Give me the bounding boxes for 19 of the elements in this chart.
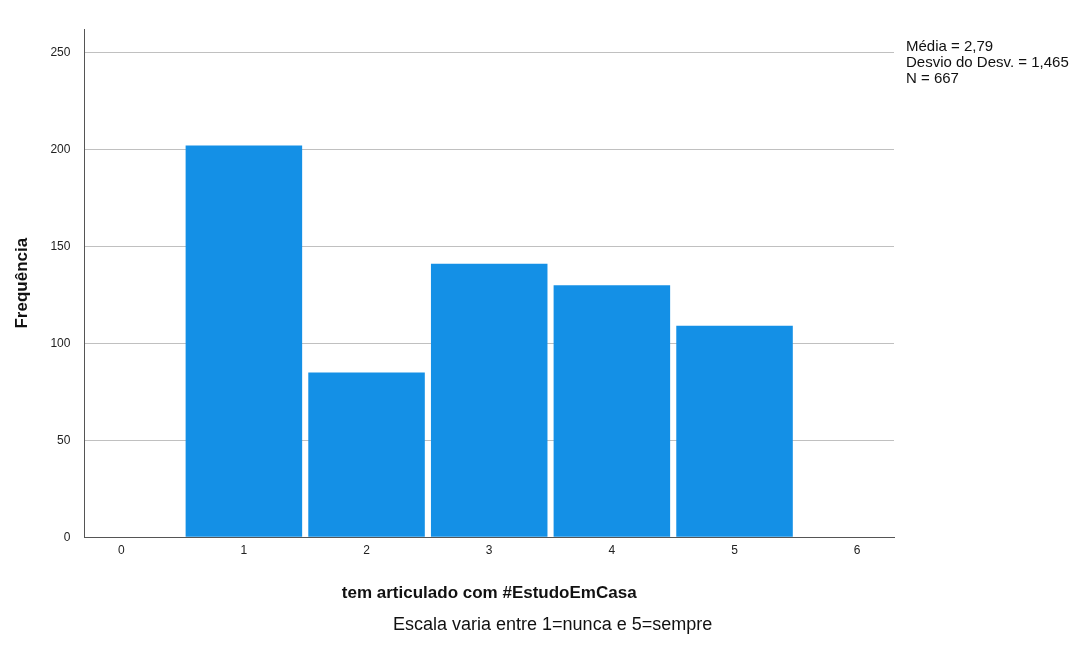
x-tick-label: 2: [363, 542, 371, 557]
x-tick-label: 0: [117, 542, 125, 557]
y-axis-title: Frequência: [11, 237, 31, 329]
y-tick-label: 50: [57, 432, 71, 447]
x-tick-label: 5: [731, 542, 739, 557]
y-tick-label: 150: [50, 238, 71, 253]
x-tick-label: 6: [853, 542, 861, 557]
text: Escala varia entre 1=nunca e 5=sempre: [393, 614, 713, 635]
x-tick-label: 4: [608, 542, 616, 557]
x-tick-label: 1: [240, 542, 248, 557]
y-tick-label: 200: [50, 141, 71, 156]
y-tick-label: 250: [50, 44, 71, 59]
y-tick-label: 0: [63, 529, 71, 544]
x-axis-title: tem articulado com #EstudoEmCasa: [341, 583, 638, 603]
text: N = 667: [906, 69, 960, 86]
text: Média = 2,79: [906, 37, 995, 54]
y-tick-label: 100: [50, 335, 71, 350]
x-tick-label: 3: [485, 542, 493, 557]
text: Desvio do Desv. = 1,465: [906, 53, 1070, 70]
